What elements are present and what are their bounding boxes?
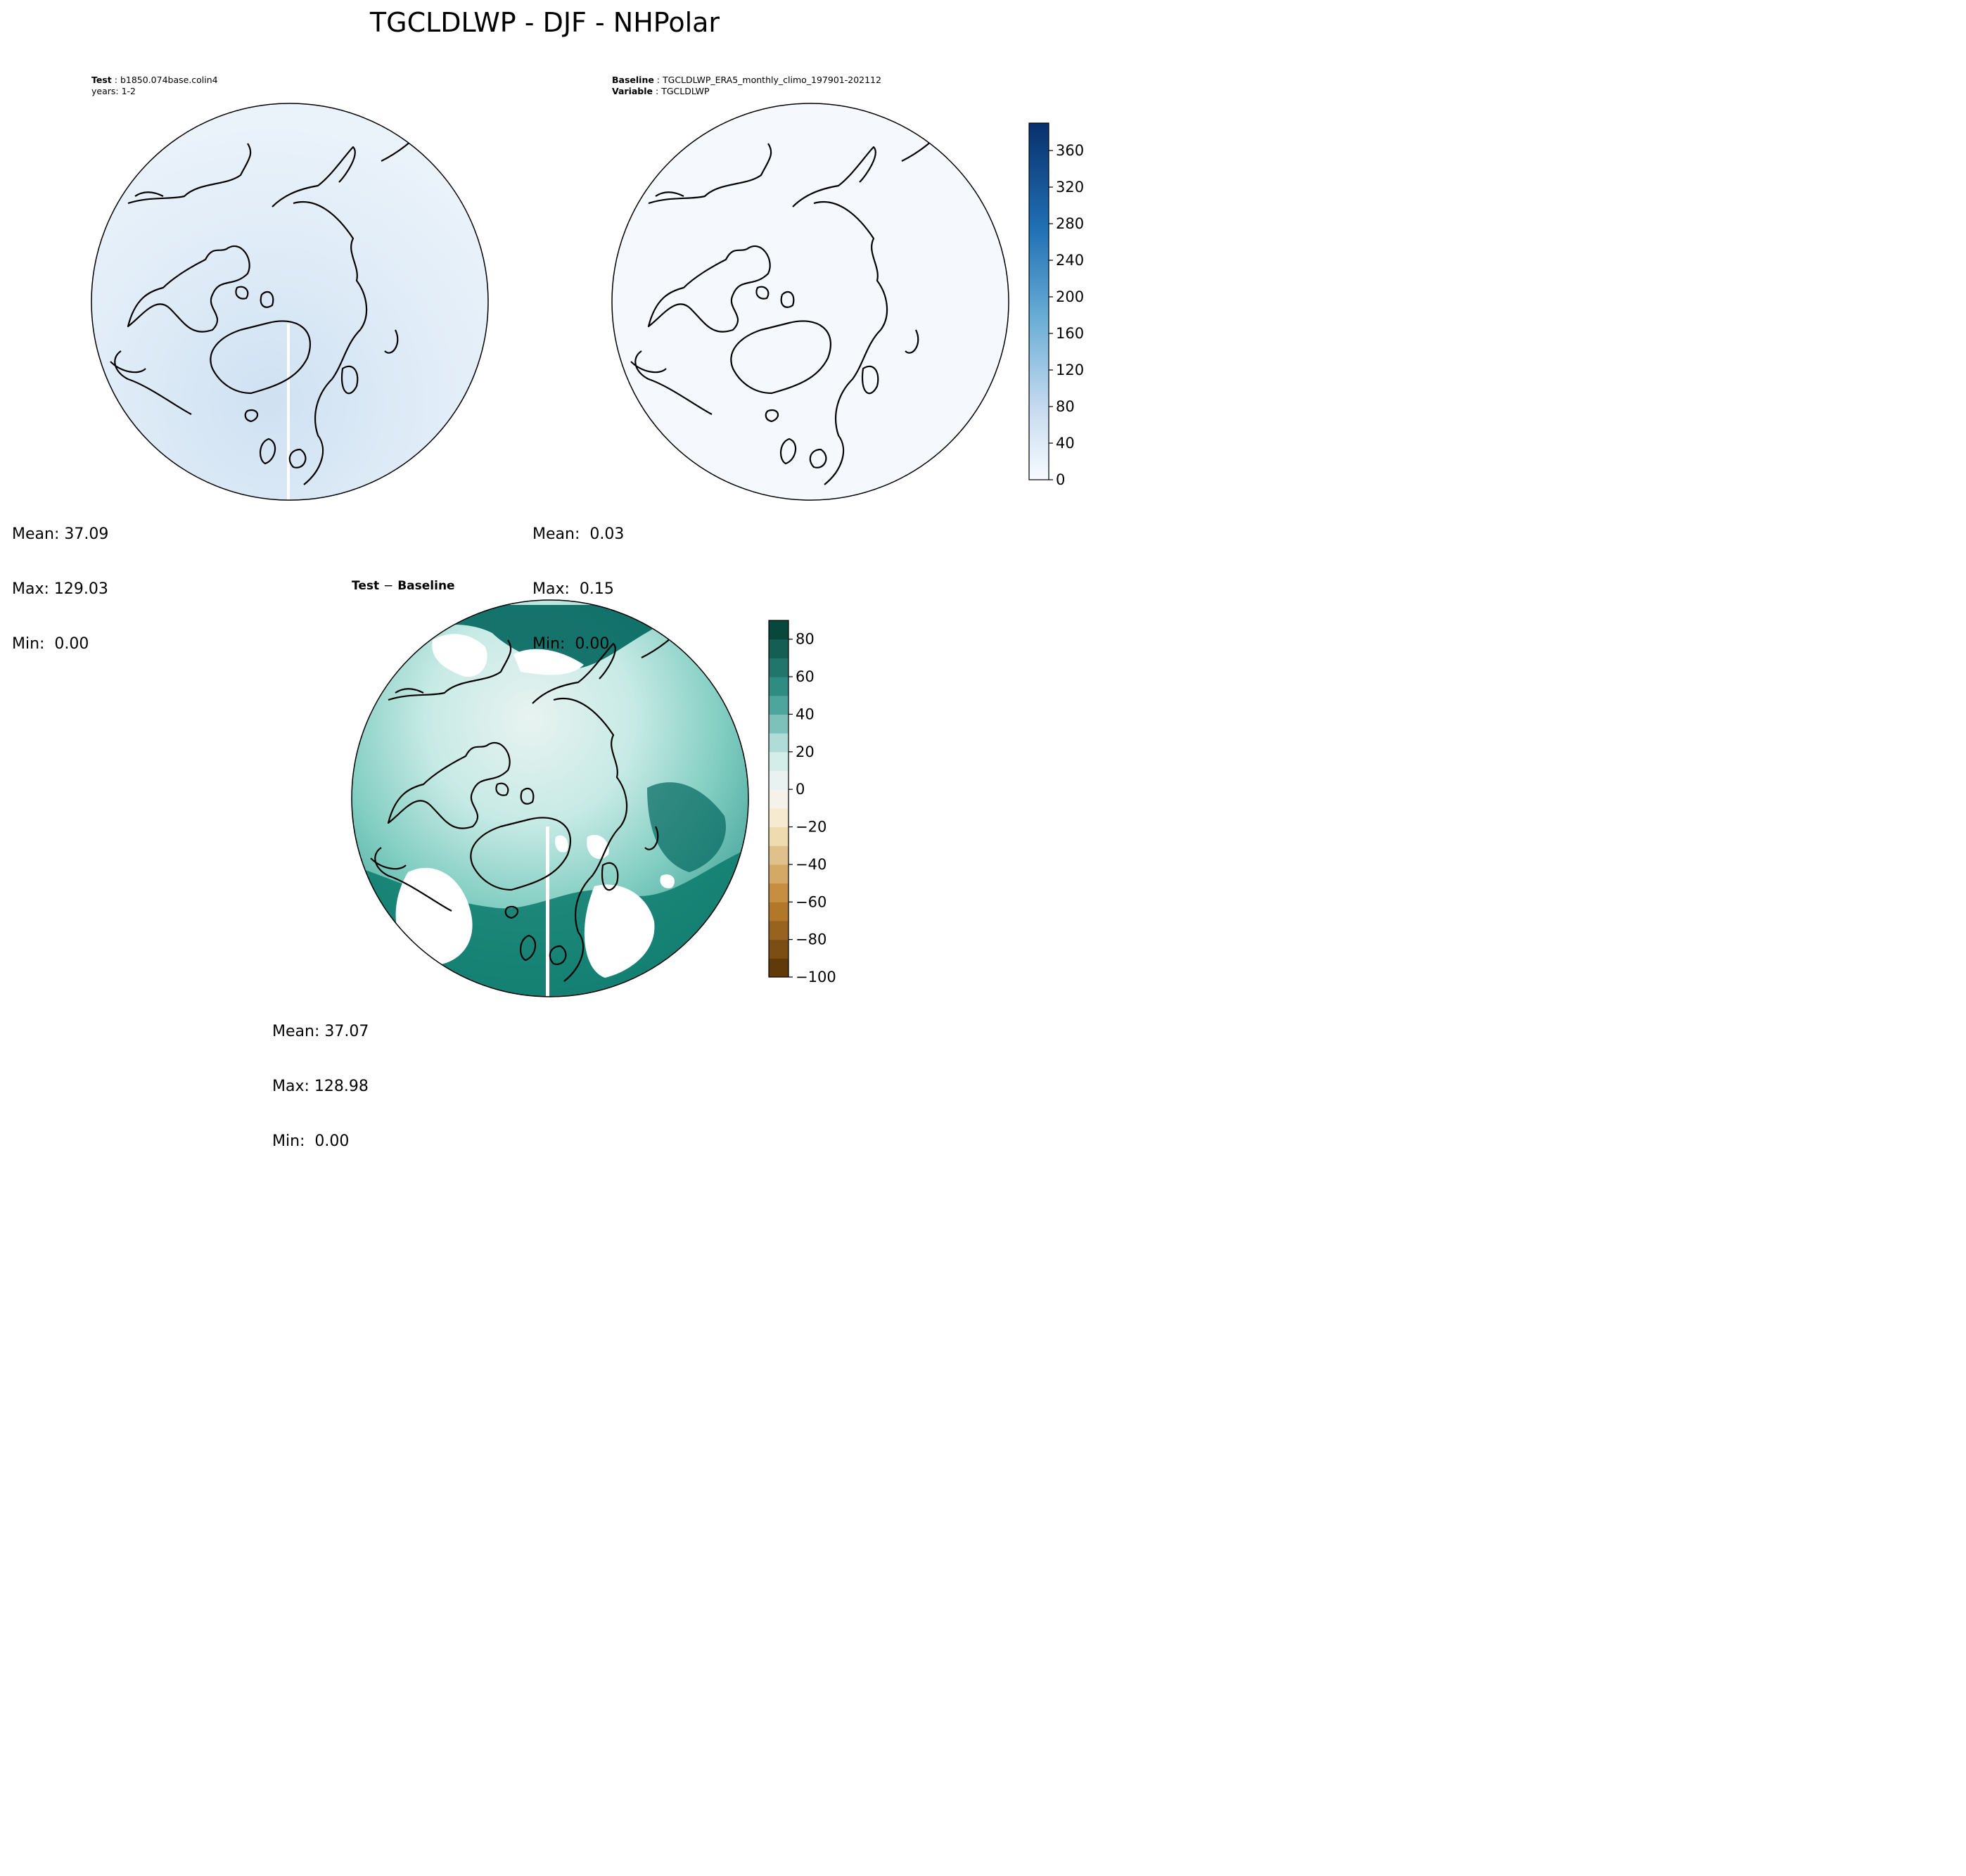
diverging-colorbar-tick-label: 20: [796, 744, 815, 760]
test-map: [91, 103, 489, 501]
blues-colorbar-tick-label: 160: [1056, 325, 1084, 342]
diverging-colorbar-band: [769, 733, 789, 753]
test-stat-mean: Mean: 37.09: [12, 525, 109, 543]
diverging-colorbar-band: [769, 883, 789, 902]
difference-map-boundary: [351, 599, 749, 997]
diverging-colorbar-band: [769, 939, 789, 959]
diverging-colorbar-tick-label: −80: [796, 931, 826, 948]
blues-colorbar-tick-label: 80: [1056, 398, 1075, 415]
baseline-map: [611, 103, 1009, 501]
difference-stat-max: Max: 128.98: [272, 1078, 369, 1095]
difference-title-baseline: Baseline: [397, 579, 455, 593]
diverging-colorbar-band: [769, 770, 789, 790]
baseline-stats: Mean: 0.03 Max: 0.15 Min: 0.00: [532, 489, 624, 672]
variable-name: TGCLDLWP: [661, 86, 710, 96]
diverging-colorbar-band: [769, 864, 789, 884]
variable-label: Variable: [612, 86, 653, 96]
diverging-colorbar-band: [769, 827, 789, 846]
diverging-colorbar-tick-label: −60: [796, 893, 826, 910]
baseline-map-boundary: [611, 103, 1009, 501]
difference-map: [351, 599, 749, 997]
test-stat-max: Max: 129.03: [12, 580, 108, 598]
blues-colorbar-bar: [1028, 122, 1049, 480]
diverging-colorbar-band: [769, 920, 789, 940]
test-panel-header: Test : b1850.074base.colin4 years: 1-2: [91, 75, 218, 96]
diverging-colorbar-band: [769, 695, 789, 715]
blues-colorbar-tick-label: 360: [1056, 142, 1084, 159]
diverging-colorbar-tick-label: −100: [796, 969, 836, 985]
test-map-boundary: [91, 103, 489, 501]
baseline-stat-min: Min: 0.00: [532, 635, 610, 653]
blues-colorbar-tick-label: 200: [1056, 288, 1084, 305]
diverging-colorbar-band: [769, 958, 789, 978]
test-years: years: 1-2: [91, 86, 136, 96]
test-case-name: b1850.074base.colin4: [120, 75, 218, 85]
baseline-panel-header: Baseline : TGCLDLWP_ERA5_monthly_climo_1…: [612, 75, 881, 96]
diverging-colorbar-band: [769, 620, 789, 640]
diverging-colorbar-ticks: 80 60 40 20 0 −20 −40 −60 −80 −100: [789, 631, 836, 985]
diverging-colorbar-tick-label: 80: [796, 631, 815, 648]
figure-title: TGCLDLWP - DJF - NHPolar: [369, 7, 720, 38]
test-stat-min: Min: 0.00: [12, 635, 89, 653]
diverging-colorbar-band: [769, 751, 789, 771]
baseline-map-field: [612, 103, 1009, 500]
difference-stat-min: Min: 0.00: [272, 1132, 350, 1150]
baseline-case-name: TGCLDLWP_ERA5_monthly_climo_197901-20211…: [663, 75, 881, 85]
diverging-colorbar-band: [769, 789, 789, 809]
difference-stats: Mean: 37.07 Max: 128.98 Min: 0.00: [272, 986, 369, 1169]
difference-stat-mean: Mean: 37.07: [272, 1023, 369, 1040]
diverging-colorbar-band: [769, 658, 789, 677]
baseline-stat-mean: Mean: 0.03: [532, 525, 625, 543]
difference-title-test: Test: [352, 579, 380, 593]
test-label: Test: [91, 75, 112, 85]
diverging-colorbar: 80 60 40 20 0 −20 −40 −60 −80 −100: [768, 620, 836, 985]
diverging-colorbar-tick-label: −20: [796, 819, 826, 836]
blues-colorbar-tick-label: 320: [1056, 179, 1084, 196]
diverging-colorbar-tick-label: −40: [796, 856, 826, 873]
blues-colorbar-tick-label: 280: [1056, 215, 1084, 232]
difference-title-operator: −: [383, 579, 394, 593]
diverging-colorbar-band: [769, 639, 789, 658]
test-map-field: [91, 103, 488, 500]
blues-colorbar-tick-label: 40: [1056, 435, 1075, 452]
diverging-colorbar-tick-label: 40: [796, 706, 815, 722]
diverging-colorbar-bands: [769, 620, 789, 978]
diverging-colorbar-tick-label: 60: [796, 668, 815, 685]
diverging-colorbar-band: [769, 714, 789, 734]
test-stats: Mean: 37.09 Max: 129.03 Min: 0.00: [12, 489, 108, 672]
diverging-colorbar-band: [769, 677, 789, 696]
diverging-colorbar-band: [769, 808, 789, 828]
diverging-colorbar-band: [769, 902, 789, 921]
blues-colorbar-tick-label: 120: [1056, 362, 1084, 378]
difference-title: Test − Baseline: [352, 579, 455, 593]
diverging-colorbar-tick-label: 0: [796, 781, 805, 798]
blues-colorbar-tick-label: 240: [1056, 252, 1084, 269]
blues-colorbar: 0 40 80 120 160 200 240 280 320 360: [1028, 122, 1084, 488]
diverging-colorbar-band: [769, 846, 789, 865]
baseline-stat-max: Max: 0.15: [532, 580, 614, 598]
blues-colorbar-ticks: 0 40 80 120 160 200 240 280 320 360: [1049, 142, 1084, 488]
blues-colorbar-tick-label: 0: [1056, 471, 1065, 488]
diverging-colorbar-bar: [768, 620, 789, 978]
baseline-label: Baseline: [612, 75, 654, 85]
